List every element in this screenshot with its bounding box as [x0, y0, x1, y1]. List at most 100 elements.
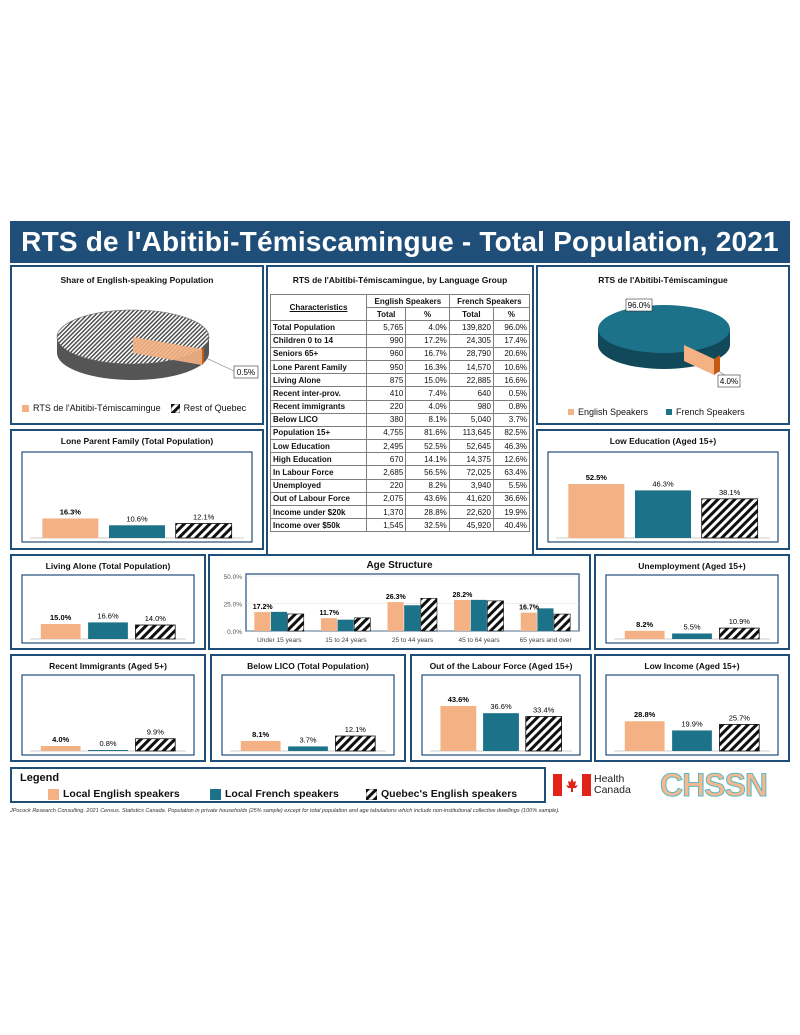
- bar-french: [483, 713, 519, 751]
- table-row: Lone Parent Family 950 16.3% 14,570 10.6%: [270, 359, 531, 375]
- row-label: Seniors 65+: [270, 346, 367, 361]
- row-label: Population 15+: [270, 425, 367, 441]
- row-value: 12.6%: [492, 452, 531, 467]
- bar-label-french: 16.6%: [97, 611, 119, 620]
- row-value: 28,790: [448, 346, 494, 361]
- table-row: Total Population 5,765 4.0% 139,820 96.0%: [270, 320, 531, 335]
- legend-swatch-rts: [22, 404, 29, 412]
- bar-quebec: [487, 600, 504, 632]
- legend-swatch-quebec: [366, 788, 377, 800]
- row-value: 960: [365, 346, 407, 361]
- lang-pie-slice-english: [684, 345, 714, 375]
- row-value: 20.6%: [492, 346, 531, 361]
- row-value: 14,375: [448, 452, 494, 467]
- row-value: 41,620: [448, 491, 494, 507]
- row-label: Income over $50k: [270, 518, 367, 533]
- bar-label-french: 19.9%: [681, 719, 703, 728]
- health-canada-line2: Canada: [594, 784, 631, 796]
- legend-label-local-french: Local French speakers: [225, 788, 339, 800]
- panel-low-education: Low Education (Aged 15+) 52.5% 46.3% 38.1%: [536, 429, 790, 550]
- canada-flag-icon: [553, 774, 591, 796]
- bar-label-quebec: 12.1%: [345, 725, 367, 734]
- panel-age-structure: Age Structure 50.0% 25.0% 0.0% 17.2% Under 1…: [208, 554, 591, 650]
- chssn-logo: CHSSN: [659, 767, 768, 804]
- table-row: Unemployed 220 8.2% 3,940 5.5%: [270, 478, 531, 493]
- lang-pie-label-box-en: [717, 374, 741, 388]
- table-row: Income under $20k 1,370 28.8% 22,620 19.9%: [270, 504, 531, 520]
- row-label: Recent immigrants: [270, 399, 367, 414]
- lang-pie-legend-french: French Speakers: [676, 407, 745, 417]
- bar-english: [40, 624, 81, 639]
- unemployment-title: Unemployment (Aged 15+): [638, 561, 746, 571]
- bar-english: [568, 484, 625, 538]
- row-value: 32.5%: [405, 518, 450, 533]
- table-title: RTS de l'Abitibi-Témiscamingue, by Langu…: [292, 275, 508, 285]
- row-value: 17.4%: [492, 333, 531, 348]
- lang-pie-top-french: [598, 305, 730, 353]
- share-pie-legend-rest: Rest of Quebec: [183, 403, 247, 413]
- lang-pie-label-box-fr: [625, 298, 653, 312]
- lang-pie-chart: 96.0% 4.0%: [598, 298, 741, 388]
- footer-source: JPocock Research Consulting. 2021 Census…: [10, 808, 560, 814]
- row-value: 7.4%: [405, 386, 450, 401]
- row-value: 2,685: [365, 465, 407, 480]
- legend-item-french: Local French speakers: [210, 788, 339, 800]
- row-value: 113,645: [448, 425, 494, 441]
- table-row: Seniors 65+ 960 16.7% 28,790 20.6%: [270, 346, 531, 361]
- row-value: 52.5%: [405, 439, 450, 454]
- bar-label-quebec: 25.7%: [729, 713, 751, 722]
- row-value: 950: [365, 359, 407, 375]
- row-value: 2,075: [365, 491, 407, 507]
- row-label: Recent inter-prov.: [270, 386, 367, 401]
- bar-label-english: 16.3%: [60, 507, 82, 516]
- bar-label-french: 0.8%: [99, 739, 116, 748]
- bar-label-french: 36.6%: [490, 702, 512, 711]
- panel-below-lico: Below LICO (Total Population) 8.1% 3.7% 12…: [210, 654, 406, 762]
- recent-immigrants-title: Recent Immigrants (Aged 5+): [49, 661, 167, 671]
- bar-french: [672, 633, 712, 639]
- bar-french: [672, 730, 712, 751]
- table-row: Below LICO 380 8.1% 5,040 3.7%: [270, 412, 531, 427]
- row-label: Living Alone: [270, 373, 367, 388]
- bar-french: [88, 750, 128, 751]
- row-value: 72,025: [448, 465, 494, 480]
- share-pie-title: Share of English-speaking Population: [60, 275, 214, 285]
- table-row: High Education 670 14.1% 14,375 12.6%: [270, 452, 531, 467]
- row-label: Low Education: [270, 439, 367, 454]
- row-value: 16.6%: [492, 373, 531, 388]
- bar-label-english: 15.0%: [50, 613, 72, 622]
- bar-quebec: [287, 613, 305, 632]
- bar-label-english: 4.0%: [52, 735, 69, 744]
- lang-pie-label-fr: 96.0%: [628, 301, 651, 310]
- bar-label-french: 10.6%: [126, 514, 148, 523]
- row-value: 3.7%: [492, 412, 531, 427]
- table-row: Recent inter-prov. 410 7.4% 640 0.5%: [270, 386, 531, 401]
- bar-quebec: [335, 735, 376, 752]
- bar-quebec: [353, 617, 371, 632]
- lang-pie-title: RTS de l'Abitibi-Témiscamingue: [598, 275, 728, 285]
- bar-label-quebec: 10.9%: [729, 617, 751, 626]
- row-value: 24,305: [448, 333, 494, 348]
- panel-low-income: Low Income (Aged 15+) 28.8% 19.9% 25.7%: [594, 654, 790, 762]
- out-labour-title: Out of the Labour Force (Aged 15+): [429, 661, 573, 671]
- eng-total-header: Total: [365, 307, 407, 322]
- age-structure-chart: 50.0% 25.0% 0.0% 17.2% Under 15 years 11.7% 15…: [224, 573, 580, 644]
- row-value: 3,940: [448, 478, 494, 493]
- eng-pct-header: %: [405, 307, 450, 322]
- bar-label-french: 3.7%: [299, 735, 316, 744]
- share-pie-panel: Share of English-speaking Population 0.5…: [10, 265, 264, 425]
- bar-english: [440, 705, 477, 751]
- row-label: High Education: [270, 452, 367, 467]
- bar-english: [40, 746, 81, 751]
- row-value: 22,620: [448, 504, 494, 520]
- bar-quebec: [701, 498, 759, 539]
- recent-immigrants-chart: 4.0% 0.8% 9.9%: [21, 674, 195, 756]
- row-value: 220: [365, 478, 407, 493]
- fr-total-header: Total: [448, 307, 494, 322]
- bar-french: [537, 608, 554, 631]
- page-title: RTS de l'Abitibi-Témiscamingue - Total P…: [10, 221, 790, 263]
- row-value: 4.0%: [405, 399, 450, 414]
- bar-french: [288, 746, 328, 751]
- table-row: Low Education 2,495 52.5% 52,645 46.3%: [270, 439, 531, 454]
- characteristics-header: Characteristics: [270, 293, 367, 322]
